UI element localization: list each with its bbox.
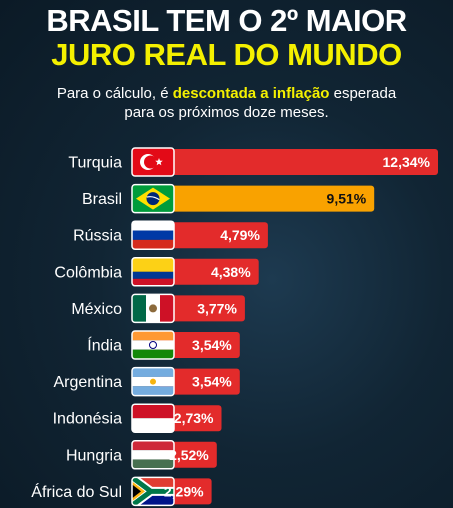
south-africa-flag-icon (131, 476, 175, 507)
category-label: Hungria (66, 447, 122, 464)
indonesia-flag-icon (131, 403, 175, 433)
subtitle-line-1: Para o cálculo, é descontada a inflação … (0, 84, 453, 103)
colombia-flag-icon (131, 257, 175, 287)
category-label: Rússia (73, 228, 122, 245)
value-label: 9,51% (327, 191, 367, 207)
subtitle-text-pre: Para o cálculo, é (56, 85, 173, 102)
value-label: 4,38% (211, 264, 251, 280)
subtitle-highlight: descontada a inflação (172, 85, 330, 102)
value-label: 2,73% (174, 410, 214, 426)
value-label: 2,52% (169, 447, 209, 463)
hungary-flag-icon (131, 440, 175, 470)
bar-brasil (160, 185, 375, 212)
bar-col-mbia (160, 258, 259, 285)
russia-flag-icon (131, 220, 175, 250)
subtitle: Para o cálculo, é descontada a inflação … (0, 84, 453, 122)
bar-indon-sia (160, 405, 222, 432)
india-flag-icon (131, 330, 175, 360)
value-label: 3,54% (192, 337, 232, 353)
value-label: 12,34% (383, 154, 431, 170)
category-label: Colômbia (54, 264, 122, 281)
subtitle-text-post: esperada (329, 85, 397, 102)
category-label: Índia (87, 336, 122, 355)
category-label: África do Sul (31, 482, 122, 501)
title-line-1: BRASIL TEM O 2º MAIOR (46, 3, 407, 38)
bar-argentina (160, 368, 240, 395)
bar-r-ssia (160, 222, 268, 249)
category-label: Indonésia (53, 411, 122, 428)
value-label: 3,54% (192, 374, 232, 390)
category-label: Brasil (82, 191, 122, 208)
brazil-flag-icon (131, 183, 175, 214)
category-label: México (71, 301, 122, 318)
bar-m-xico (160, 295, 245, 322)
value-label: 2,29% (164, 483, 204, 499)
title-line-2: JURO REAL DO MUNDO (51, 37, 402, 72)
turkey-flag-icon (131, 147, 175, 177)
subtitle-line-2: para os próximos doze meses. (124, 104, 329, 121)
mexico-flag-icon (131, 293, 175, 324)
bar--ndia (160, 332, 240, 358)
value-label: 3,77% (197, 300, 237, 316)
category-label: Argentina (54, 374, 123, 391)
category-label: Turquia (68, 155, 122, 172)
argentina-flag-icon (131, 366, 175, 397)
bar-turquia (160, 149, 438, 175)
value-label: 4,79% (220, 227, 260, 243)
